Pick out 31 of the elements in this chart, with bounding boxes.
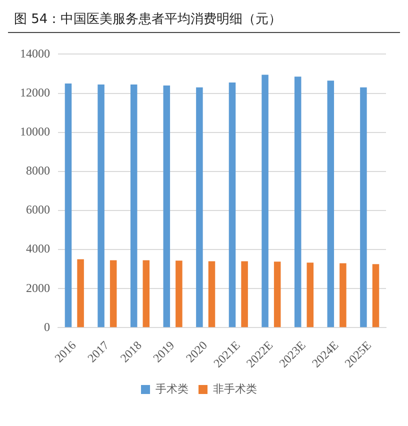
legend-label: 手术类: [156, 382, 188, 396]
bar: [163, 85, 170, 328]
legend-label: 非手术类: [213, 382, 257, 396]
bar: [228, 82, 236, 328]
y-tick-label: 10000: [20, 124, 50, 138]
bar: [142, 260, 150, 328]
bar: [110, 260, 117, 328]
bar: [340, 263, 346, 328]
y-tick-label: 6000: [26, 202, 50, 217]
y-tick-label: 14000: [20, 46, 50, 60]
y-tick-label: 8000: [26, 164, 50, 178]
bar: [208, 261, 216, 328]
bar: [306, 262, 314, 328]
bar: [130, 84, 138, 328]
bar: [360, 87, 367, 328]
bar: [241, 261, 248, 328]
bar: [98, 84, 104, 328]
bar: [327, 80, 334, 328]
bar: [372, 264, 380, 328]
chart-title: 图 54：中国医美服务患者平均消费明细（元）: [8, 8, 400, 33]
y-tick-label: 12000: [20, 85, 50, 100]
y-tick-label: 2000: [26, 280, 50, 295]
bar: [262, 74, 268, 328]
bar: [294, 76, 302, 328]
y-tick-label: 0: [44, 320, 50, 334]
bar: [196, 87, 203, 328]
bar: [77, 259, 84, 328]
bar: [64, 84, 72, 328]
bar: [176, 260, 182, 328]
bar: [274, 262, 281, 328]
y-tick-label: 4000: [26, 242, 50, 256]
